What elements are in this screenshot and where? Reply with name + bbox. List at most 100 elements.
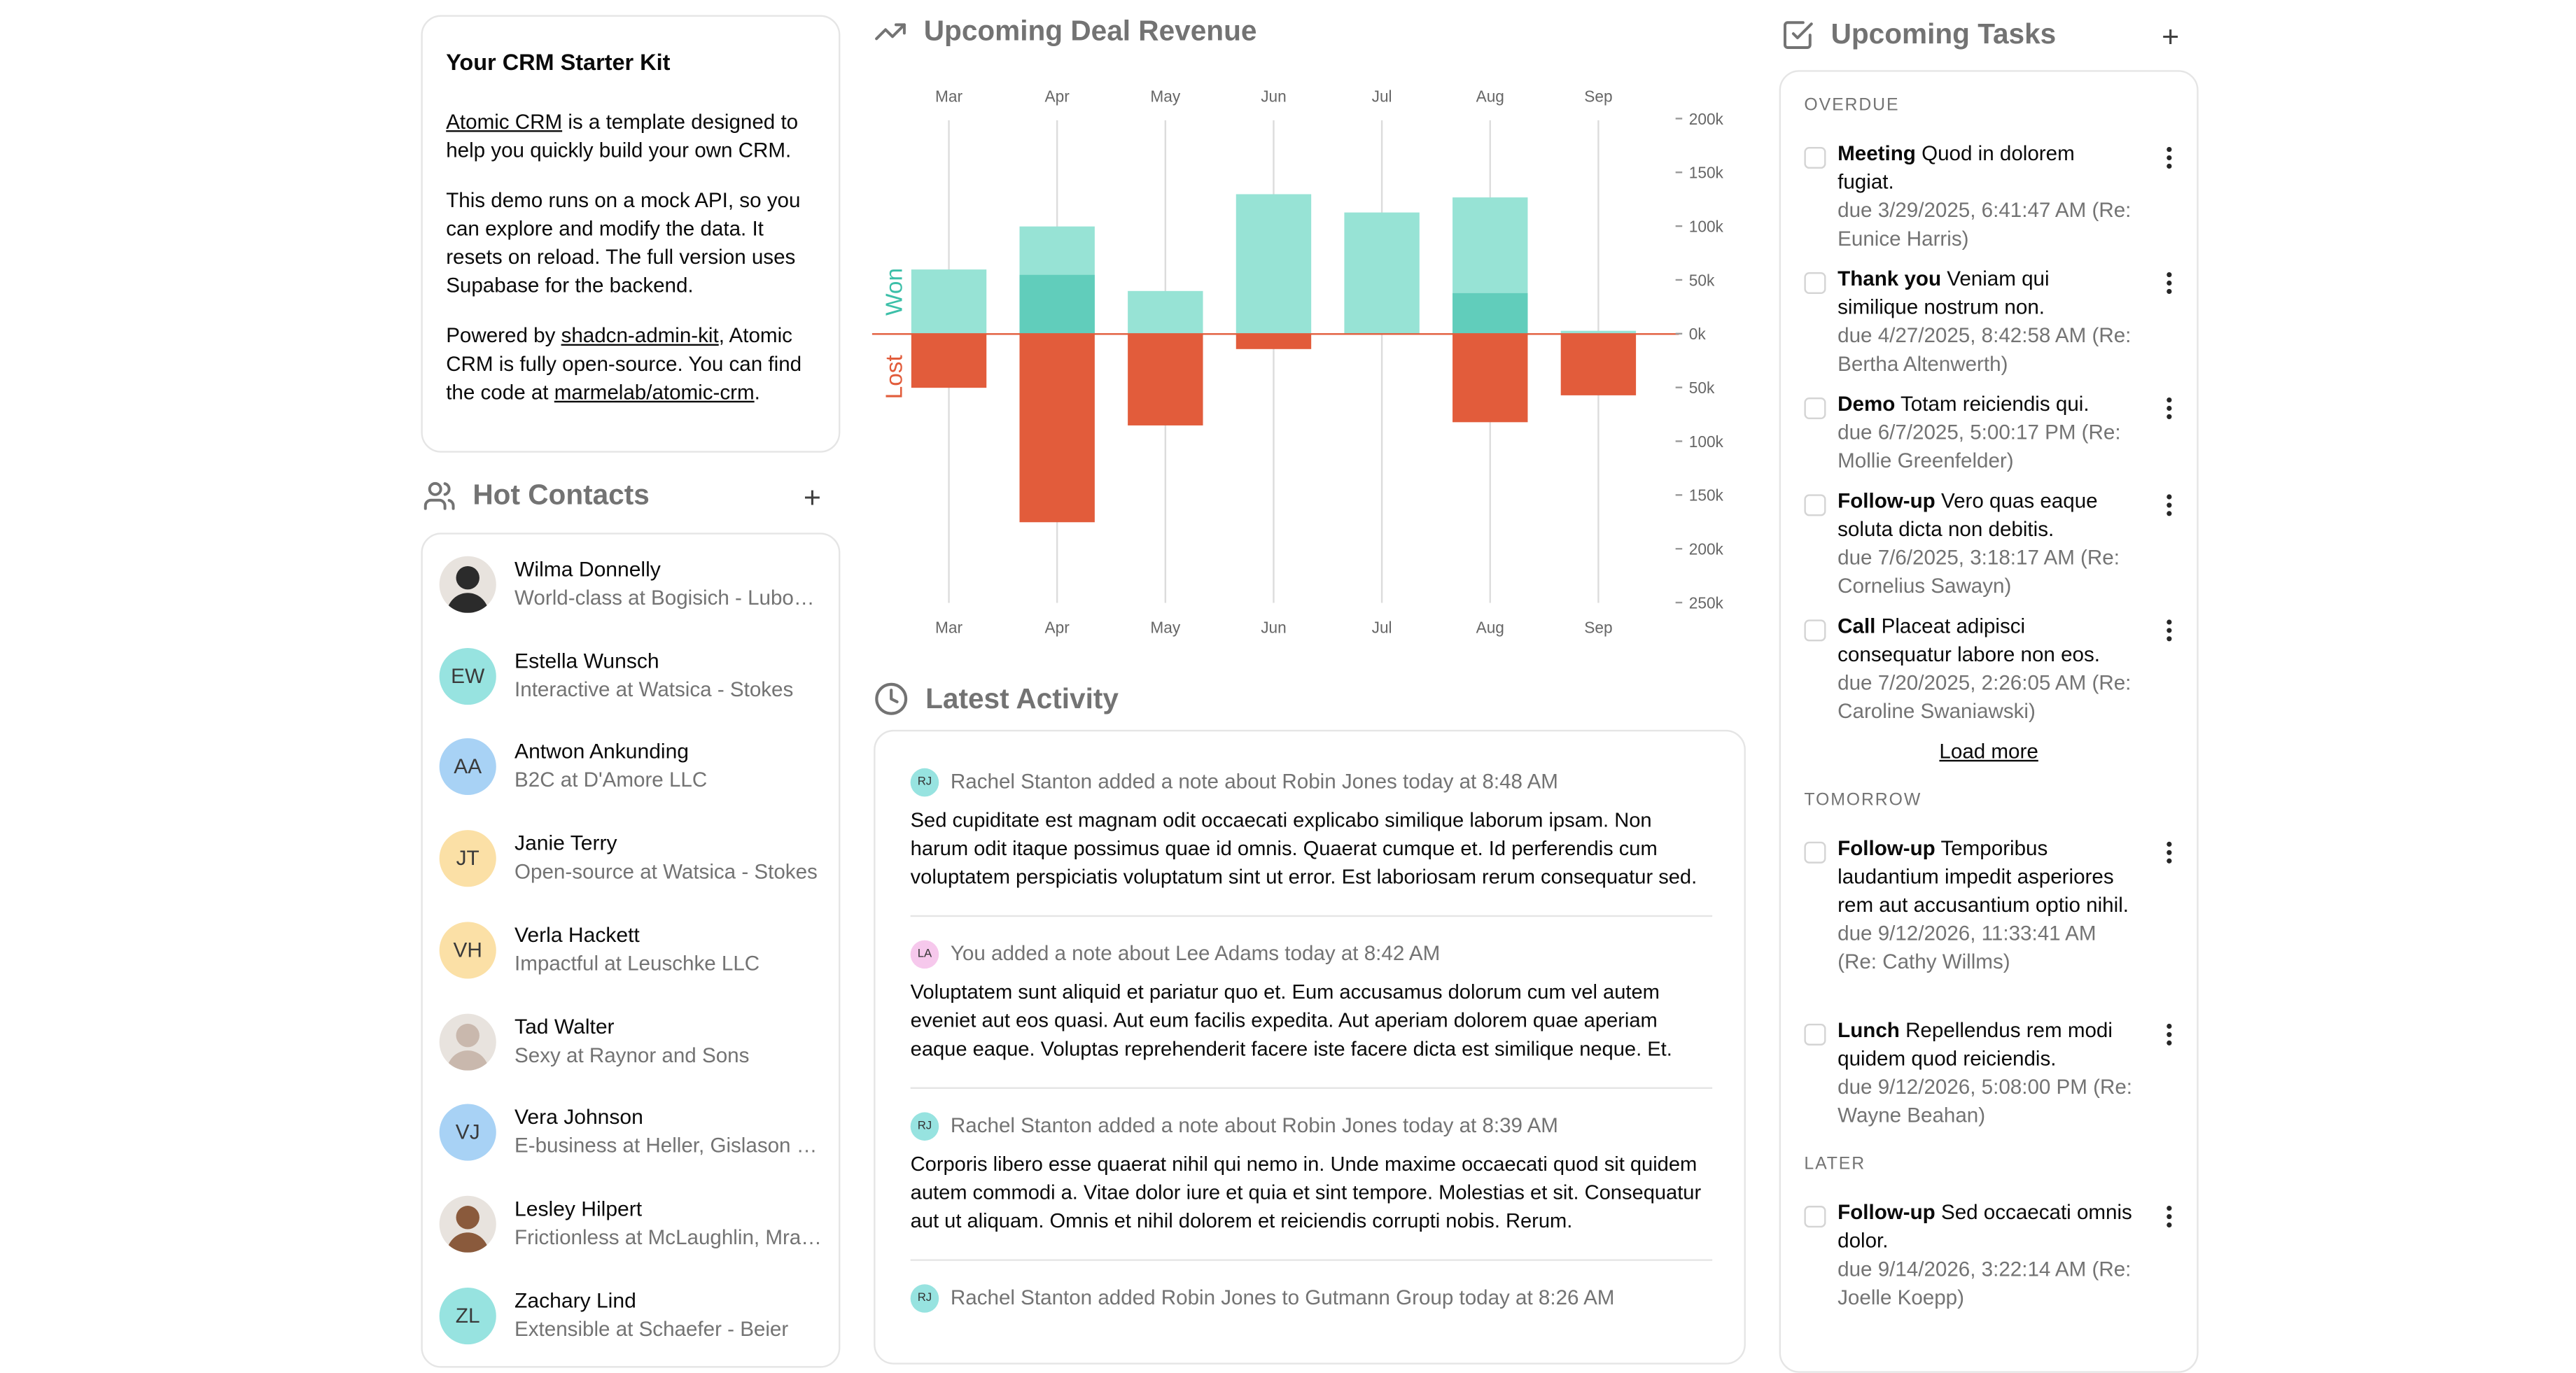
task-checkbox[interactable]	[1804, 841, 1826, 864]
contact-avatar: VJ	[439, 1104, 496, 1162]
y-tick-label: 250k	[1689, 593, 1724, 612]
task-checkbox[interactable]	[1804, 272, 1826, 295]
activity-header-line: LA You added a note about Lee Adams today…	[910, 938, 1713, 969]
won-bar	[1236, 194, 1312, 335]
more-vertical-icon[interactable]	[2158, 397, 2178, 421]
activity-title: Latest Activity	[925, 682, 1119, 714]
starter-kit-powered: Powered by shadcn-admin-kit, Atomic CRM …	[446, 323, 802, 404]
task-group-label: LATER	[1804, 1155, 1866, 1174]
activity-summary: Rachel Stanton added Robin Jones to Gutm…	[950, 1286, 1615, 1310]
won-bar	[1344, 212, 1420, 335]
task-due: due 9/14/2026, 3:22:14 AM (Re: Joelle Ko…	[1837, 1258, 2132, 1310]
x-tick-label-top: Sep	[1584, 87, 1612, 106]
task-checkbox[interactable]	[1804, 1206, 1826, 1228]
activity-note-text: Corporis libero esse quaerat nihil qui n…	[910, 1152, 1702, 1233]
load-more-link[interactable]: Load more	[1939, 740, 2038, 763]
contact-avatar	[439, 1195, 496, 1253]
lost-bar	[1019, 334, 1095, 523]
add-contact-plus-icon[interactable]: +	[803, 481, 822, 515]
starter-kit-card: Your CRM Starter Kit Atomic CRM is a tem…	[421, 15, 841, 453]
contact-info: Wilma Donnelly World-class at Bogisich - …	[514, 556, 825, 613]
add-task-plus-icon[interactable]: +	[2162, 20, 2180, 54]
more-vertical-icon[interactable]	[2158, 1206, 2178, 1229]
trending-up-icon	[875, 23, 906, 41]
contact-row[interactable]: Tad Walter Sexy at Raynor and Sons	[439, 1008, 827, 1074]
task-type: Thank you	[1837, 267, 1942, 291]
activity-item: RJ Rachel Stanton added Robin Jones to Gu…	[910, 1283, 1713, 1313]
activity-header-line: RJ Rachel Stanton added a note about Robi…	[910, 766, 1713, 796]
contact-name[interactable]: Vera Johnson	[514, 1106, 643, 1129]
atomic-crm-link[interactable]: Atomic CRM	[446, 110, 563, 134]
contact-row[interactable]: Lesley Hilpert Frictionless at McLaughlin…	[439, 1190, 827, 1257]
task-text: Sed occaecati omnis dolor.	[1837, 1200, 2132, 1253]
activity-item: RJ Rachel Stanton added a note about Robi…	[910, 766, 1713, 892]
contact-company: B2C at D'Amore LLC	[514, 768, 708, 793]
contact-name[interactable]: Zachary Lind	[514, 1288, 636, 1312]
more-vertical-icon[interactable]	[2158, 1023, 2178, 1047]
contact-name[interactable]: Estella Wunsch	[514, 649, 659, 673]
contact-info: Tad Walter Sexy at Raynor and Sons	[514, 1013, 825, 1069]
task-due: due 7/20/2025, 2:26:05 AM (Re: Caroline …	[1837, 671, 2132, 724]
won-bar	[911, 269, 987, 335]
task-checkbox[interactable]	[1804, 1023, 1826, 1045]
contact-row[interactable]: ZL Zachary Lind Extensible at Schaefer - B…	[439, 1282, 827, 1349]
person-photo-icon	[446, 1205, 490, 1253]
more-vertical-icon[interactable]	[2158, 841, 2178, 865]
contact-row[interactable]: JT Janie Terry Open-source at Watsica - St…	[439, 825, 827, 892]
task-checkbox[interactable]	[1804, 397, 1826, 420]
task-checkbox[interactable]	[1804, 147, 1826, 169]
won-inner-bar	[1452, 293, 1528, 335]
x-tick-label-top: Apr	[1045, 87, 1070, 106]
task-body: Call Placeat adipisci consequatur labore…	[1837, 613, 2135, 726]
won-bar	[1128, 290, 1203, 335]
contact-row[interactable]: AA Antwon Ankunding B2C at D'Amore LLC	[439, 734, 827, 801]
task-type: Meeting	[1837, 141, 1916, 166]
task-due: due 3/29/2025, 6:41:47 AM (Re: Eunice Ha…	[1837, 198, 2132, 251]
tasks-header: Upcoming Tasks	[1781, 18, 2056, 52]
starter-kit-demo-note: This demo runs on a mock API, so you can…	[446, 188, 801, 297]
x-tick-label-bottom: Sep	[1584, 618, 1612, 636]
task-checkbox[interactable]	[1804, 494, 1826, 516]
activity-divider	[910, 1259, 1713, 1261]
users-icon	[424, 481, 455, 510]
contact-row[interactable]: VH Verla Hackett Impactful at Leuschke LLC	[439, 917, 827, 983]
more-vertical-icon[interactable]	[2158, 494, 2178, 517]
contact-row[interactable]: Wilma Donnelly World-class at Bogisich - …	[439, 551, 827, 618]
task-checkbox[interactable]	[1804, 619, 1826, 642]
won-inner-bar	[1019, 274, 1095, 335]
hot-contacts-header: Hot Contacts	[423, 479, 650, 513]
github-repo-link[interactable]: marmelab/atomic-crm	[554, 381, 755, 404]
contact-name[interactable]: Janie Terry	[514, 831, 617, 856]
contact-name[interactable]: Tad Walter	[514, 1014, 615, 1038]
shadcn-admin-kit-link[interactable]: shadcn-admin-kit	[561, 323, 719, 348]
activity-avatar: LA	[910, 939, 939, 968]
contact-name[interactable]: Lesley Hilpert	[514, 1197, 643, 1221]
more-vertical-icon[interactable]	[2158, 147, 2178, 170]
task-body: Follow-up Sed occaecati omnis dolor. due …	[1837, 1199, 2135, 1313]
person-photo-icon	[446, 566, 490, 613]
activity-header: Latest Activity	[874, 682, 1119, 717]
y-tick-label: 150k	[1689, 486, 1724, 505]
y-tick-label: 150k	[1689, 164, 1724, 182]
contact-name[interactable]: Antwon Ankunding	[514, 740, 690, 764]
more-vertical-icon[interactable]	[2158, 272, 2178, 295]
activity-summary: You added a note about Lee Adams today a…	[950, 941, 1441, 966]
contact-row[interactable]: EW Estella Wunsch Interactive at Watsica -…	[439, 642, 827, 709]
contact-company: Impactful at Leuschke LLC	[514, 951, 760, 976]
contact-avatar: JT	[439, 830, 496, 887]
y-tick-label: 50k	[1689, 379, 1715, 397]
contact-name[interactable]: Verla Hackett	[514, 923, 640, 947]
task-body: Follow-up Temporibus laudantium impedit …	[1837, 835, 2135, 977]
activity-header-line: RJ Rachel Stanton added Robin Jones to Gu…	[910, 1283, 1713, 1313]
contact-avatar: VH	[439, 921, 496, 979]
contact-row[interactable]: VJ Vera Johnson E-business at Heller, Gisl…	[439, 1099, 827, 1166]
tasks-title: Upcoming Tasks	[1830, 18, 2057, 50]
contact-name[interactable]: Wilma Donnelly	[514, 558, 661, 582]
person-photo-icon	[446, 1022, 490, 1070]
task-due: due 7/6/2025, 3:18:17 AM (Re: Cornelius …	[1837, 546, 2120, 598]
task-text: Temporibus laudantium impedit asperiores…	[1837, 836, 2129, 917]
x-tick-label-top: Jun	[1261, 87, 1287, 106]
clock-icon	[875, 682, 908, 715]
contact-avatar: EW	[439, 647, 496, 705]
more-vertical-icon[interactable]	[2158, 619, 2178, 642]
